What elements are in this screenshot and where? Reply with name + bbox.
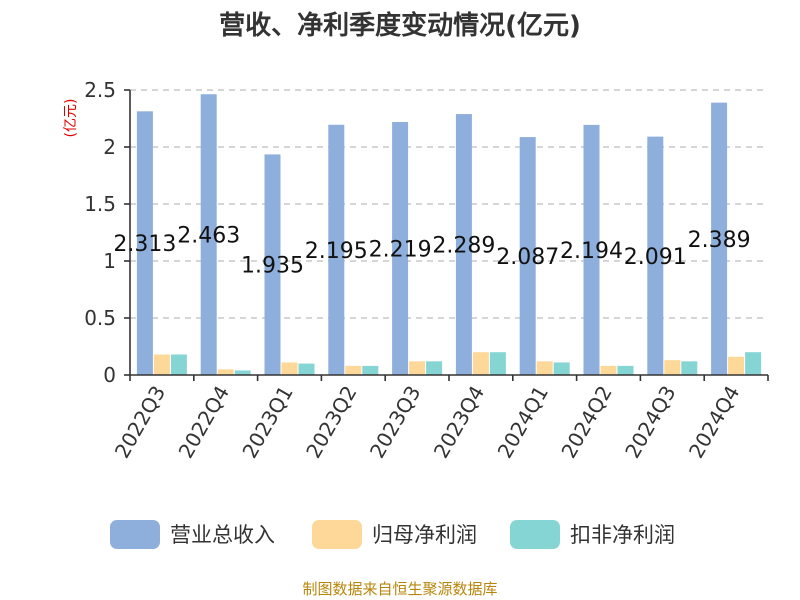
x-tick-label: 2023Q4 — [429, 382, 489, 463]
y-tick-label: 2.5 — [84, 78, 116, 102]
bar-series-1 — [583, 124, 600, 375]
data-label: 2.389 — [688, 228, 751, 253]
data-label: 1.935 — [241, 254, 304, 279]
bar-series-1 — [711, 102, 728, 376]
bar-series-2 — [153, 354, 170, 375]
y-tick-label: 0 — [103, 363, 116, 387]
data-label: 2.219 — [369, 238, 432, 263]
legend-swatch — [312, 520, 362, 549]
data-label: 2.313 — [113, 232, 176, 257]
x-tick-label: 2024Q4 — [684, 382, 744, 463]
y-tick-label: 1.5 — [84, 192, 116, 216]
bar-series-3 — [426, 361, 443, 375]
data-label: 2.463 — [177, 224, 240, 249]
bar-series-1 — [200, 94, 217, 375]
bar-series-3 — [681, 361, 698, 375]
data-label: 2.194 — [560, 239, 623, 264]
x-tick-label: 2023Q2 — [301, 382, 361, 463]
bar-series-2 — [281, 362, 298, 375]
bar-series-1 — [392, 122, 409, 375]
y-unit-label: (亿元) — [63, 99, 79, 138]
y-tick-label: 1 — [103, 249, 116, 273]
bar-series-2 — [536, 361, 553, 375]
grid-lines — [130, 89, 768, 319]
data-label: 2.091 — [624, 245, 687, 270]
y-tick-label: 0.5 — [84, 306, 116, 330]
x-tick-label: 2022Q3 — [110, 382, 170, 463]
legend-swatch — [510, 520, 560, 549]
bar-series-2 — [728, 356, 745, 375]
bar-series-1 — [519, 137, 536, 375]
bar-series-2 — [217, 369, 234, 375]
x-tick-label: 2023Q1 — [237, 382, 297, 463]
bars — [136, 94, 762, 376]
x-tick-label: 2022Q4 — [174, 382, 234, 463]
legend-label: 归母净利润 — [372, 523, 477, 547]
bar-series-3 — [234, 370, 251, 375]
bar-series-3 — [170, 354, 187, 375]
bar-series-3 — [489, 352, 506, 375]
bar-series-1 — [455, 114, 472, 375]
bar-series-3 — [362, 365, 379, 375]
bar-series-2 — [664, 360, 681, 375]
legend-swatch — [110, 520, 160, 549]
legend-label: 营业总收入 — [170, 523, 275, 547]
legend: 营业总收入 归母净利润 扣非净利润 — [110, 520, 675, 549]
bar-series-1 — [264, 154, 281, 375]
x-axis-ticks: 2022Q3 2022Q4 2023Q1 2023Q2 2023Q3 2023Q4 2024… — [110, 375, 769, 463]
bar-series-2 — [600, 365, 617, 375]
y-tick-label: 2 — [103, 135, 116, 159]
bar-series-2 — [409, 361, 426, 375]
bar-series-1 — [136, 111, 153, 376]
x-tick-label: 2024Q3 — [620, 382, 680, 463]
bar-series-3 — [617, 365, 634, 375]
x-tick-label: 2024Q2 — [556, 382, 616, 463]
x-tick-label: 2024Q1 — [493, 382, 553, 463]
data-label: 2.087 — [496, 245, 559, 270]
bar-series-3 — [745, 352, 762, 375]
bar-series-1 — [647, 136, 664, 375]
x-tick-label: 2023Q3 — [365, 382, 425, 463]
bar-series-1 — [328, 124, 345, 376]
data-label: 2.195 — [305, 239, 368, 264]
source-note: 制图数据来自恒生聚源数据库 — [302, 580, 497, 598]
bar-series-3 — [553, 362, 570, 375]
bar-series-2 — [472, 352, 489, 375]
y-axis-ticks: 0 0.5 1 1.5 2 2.5 — [84, 78, 130, 387]
bar-series-2 — [345, 365, 362, 375]
bar-series-3 — [298, 363, 315, 375]
data-label: 2.289 — [432, 234, 495, 259]
chart-title: 营收、净利季度变动情况(亿元) — [219, 10, 581, 41]
legend-label: 扣非净利润 — [570, 523, 675, 547]
